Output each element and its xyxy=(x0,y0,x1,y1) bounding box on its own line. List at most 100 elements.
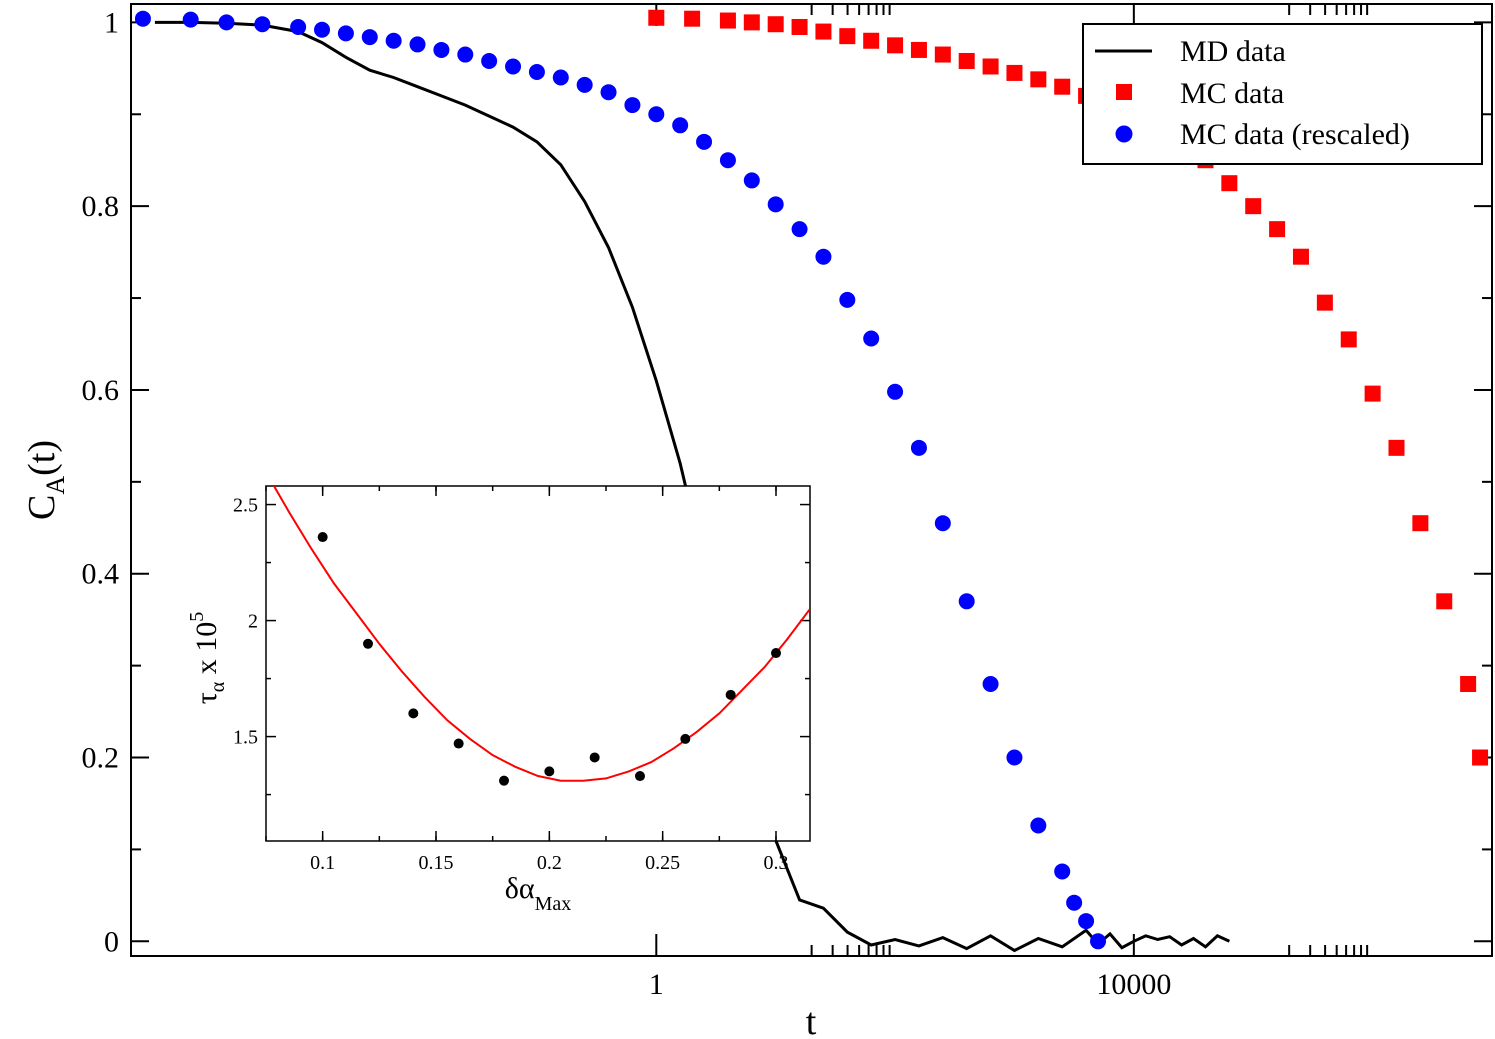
mc-rescaled-point xyxy=(1006,749,1023,766)
mc-rescaled-point xyxy=(361,29,378,46)
mc-rescaled-point xyxy=(528,64,545,80)
mc-rescaled-point xyxy=(409,36,426,53)
inset-plot-frame xyxy=(265,485,811,842)
mc-data-point xyxy=(1245,198,1262,215)
main-series-layer xyxy=(134,9,1489,953)
mc-rescaled-point xyxy=(696,133,713,150)
y-tick-label: 0.8 xyxy=(82,190,120,223)
mc-data-point xyxy=(1340,331,1357,348)
mc-rescaled-point xyxy=(815,248,832,265)
mc-rescaled-point xyxy=(791,221,808,238)
inset-data-point xyxy=(589,752,600,763)
inset-data-point xyxy=(363,638,373,649)
y-axis-title-suffix: (t) xyxy=(21,440,63,476)
inset-x-tick-label: 0.1 xyxy=(310,852,335,874)
legend-label-mc: MC data xyxy=(1180,77,1284,110)
mc-data-point xyxy=(719,12,736,29)
inset-y-tick-label: 2 xyxy=(248,611,258,633)
inset-y-axis-title-sup: 5 xyxy=(186,612,208,622)
mc-rescaled-point xyxy=(134,10,151,27)
mc-rescaled-point xyxy=(839,291,856,308)
mc-rescaled-point xyxy=(672,117,689,134)
inset-data-point xyxy=(635,771,645,782)
mc-rescaled-point xyxy=(910,439,927,456)
y-tick-label: 0.4 xyxy=(82,558,120,591)
inset-tick-labels: 0.1 0.15 0.2 0.25 0.3 1.5 2 2.5 xyxy=(233,495,789,874)
mc-data-point xyxy=(982,58,999,75)
mc-data-point xyxy=(684,10,701,27)
y-axis-title-main: C xyxy=(21,495,63,520)
mc-rescaled-point xyxy=(576,76,593,93)
main-tick-labels: 0 0.2 0.4 0.6 0.8 1 1 10000 xyxy=(82,6,1172,1001)
y-axis-title: CA(t) xyxy=(21,440,70,520)
mc-rescaled-point xyxy=(1066,894,1083,911)
inset-x-tick-label: 0.25 xyxy=(645,852,680,874)
inset-x-axis-title: δαMax xyxy=(505,872,572,915)
inset-y-axis-title-sub: α xyxy=(207,681,229,692)
mc-data-point xyxy=(863,32,880,49)
x-tick-label: 10000 xyxy=(1096,968,1171,1001)
mc-data-point xyxy=(1030,71,1047,88)
mc-data-point xyxy=(839,28,856,45)
mc-data-point xyxy=(1412,515,1429,532)
mc-rescaled-point xyxy=(958,593,975,610)
mc-data-point xyxy=(815,23,832,40)
inset-data-point xyxy=(499,775,509,786)
mc-rescaled-point xyxy=(433,41,450,58)
mc-data-point xyxy=(1292,248,1309,265)
inset-plot: 0.1 0.15 0.2 0.25 0.3 1.5 2 2.5 δαMax τα x 105 xyxy=(186,485,811,915)
legend-swatch-mc xyxy=(1116,84,1132,100)
mc-data-point xyxy=(1460,676,1477,692)
mc-rescaled-point xyxy=(290,18,307,35)
mc-rescaled-point xyxy=(314,21,331,38)
mc-data-point xyxy=(648,9,665,26)
mc-rescaled-point xyxy=(552,69,569,86)
mc-rescaled-point xyxy=(934,515,951,532)
inset-y-axis-title: τα x 105 xyxy=(186,612,229,705)
x-axis-title: t xyxy=(806,1001,817,1039)
mc-rescaled-point xyxy=(254,16,271,33)
legend-label-mc-rescaled: MC data (rescaled) xyxy=(1180,118,1410,151)
inset-fit-curve xyxy=(272,486,810,782)
inset-x-axis-title-main: δα xyxy=(505,872,535,905)
inset-data-point xyxy=(725,689,736,700)
inset-x-tick-label: 0.15 xyxy=(419,852,454,874)
mc-data-point xyxy=(934,46,951,63)
mc-rescaled-point xyxy=(743,172,760,189)
x-tick-label: 1 xyxy=(649,968,664,1001)
mc-rescaled-point xyxy=(648,106,665,123)
mc-data-point xyxy=(791,18,808,35)
inset-y-axis-title-mid: x 10 xyxy=(190,622,223,682)
inset-data-point xyxy=(453,738,464,749)
mc-rescaled-point xyxy=(600,84,617,101)
y-tick-label: 0.6 xyxy=(82,374,120,407)
inset-y-tick-label: 1.5 xyxy=(233,727,258,749)
mc-data-point xyxy=(1269,221,1286,238)
mc-rescaled-point xyxy=(385,32,402,49)
mc-data-point xyxy=(1364,385,1381,402)
inset-data-point xyxy=(680,733,691,744)
legend-label-md: MD data xyxy=(1180,35,1286,68)
mc-rescaled-point xyxy=(337,25,354,42)
mc-rescaled-point xyxy=(1030,817,1047,834)
mc-rescaled-point xyxy=(863,330,880,347)
mc-data-point xyxy=(1054,78,1071,95)
inset-data-point xyxy=(771,648,781,659)
legend-swatch-mc-rescaled xyxy=(1115,125,1133,143)
mc-data-point xyxy=(767,16,784,33)
inset-axis-ticks xyxy=(265,486,810,841)
inset-y-tick-label: 2.5 xyxy=(233,495,258,517)
inset-y-axis-title-main: τ xyxy=(190,692,223,704)
y-tick-label: 0 xyxy=(104,925,119,958)
inset-x-tick-label: 0.3 xyxy=(764,852,789,874)
inset-x-tick-label: 0.2 xyxy=(537,852,562,874)
mc-rescaled-point xyxy=(1054,863,1071,880)
mc-rescaled-point xyxy=(481,52,498,69)
legend: MD data MC data MC data (rescaled) xyxy=(1082,23,1483,165)
y-tick-label: 1 xyxy=(104,6,119,39)
mc-data-point xyxy=(743,14,760,31)
inset-data-point xyxy=(544,766,555,777)
mc-rescaled-point xyxy=(457,46,474,63)
mc-rescaled-point xyxy=(1090,933,1107,950)
